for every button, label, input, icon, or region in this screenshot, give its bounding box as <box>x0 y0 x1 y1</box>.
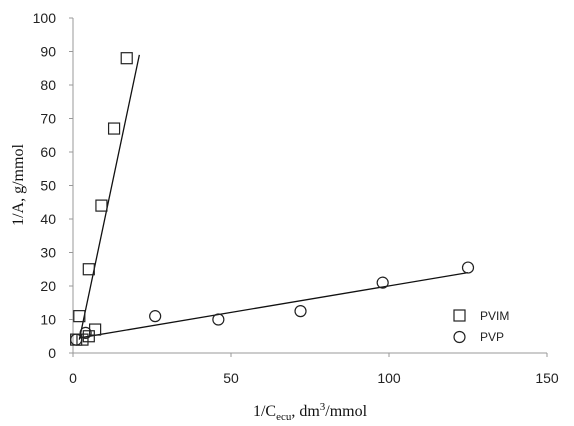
x-tick-label: 100 <box>377 370 401 386</box>
y-tick-label: 10 <box>40 312 56 328</box>
point-pvim <box>95 199 108 212</box>
y-tick-label: 50 <box>40 178 56 194</box>
fit-line-pvp <box>79 271 469 339</box>
point-pvim <box>82 330 95 343</box>
y-tick-label: 60 <box>40 144 56 160</box>
point-pvp <box>461 261 475 274</box>
x-tick-label: 0 <box>69 370 77 386</box>
fit-line-pvim <box>78 54 140 340</box>
x-axis-title-middle: , dm <box>291 403 320 420</box>
point-pvp <box>79 326 92 339</box>
legend: PVIM PVP <box>453 309 509 344</box>
x-axis-title: 1/Cecu, dm3/mmol <box>253 401 368 423</box>
legend-label-pvp: PVP <box>480 330 504 344</box>
x-tick-label: 150 <box>535 370 559 386</box>
y-tick-label: 30 <box>40 245 56 261</box>
point-pvim <box>82 263 95 276</box>
x-axis-title-subscript: ecu <box>276 411 292 423</box>
x-tick-label: 50 <box>223 370 239 386</box>
data-points <box>70 52 475 346</box>
point-pvp <box>376 276 389 289</box>
fit-lines <box>78 54 469 340</box>
y-tick-label: 70 <box>40 111 56 127</box>
y-tick-label: 90 <box>40 44 56 60</box>
x-axis-title-tail: /mmol <box>325 403 367 420</box>
x-axis-title-superscript: 3 <box>320 401 326 413</box>
y-tick-labels: 0 10 20 30 40 50 60 70 80 90 100 <box>33 10 73 361</box>
legend-marker-pvp <box>453 330 466 344</box>
point-pvim <box>76 333 89 346</box>
point-pvp <box>149 310 162 323</box>
y-tick-label: 100 <box>33 10 57 26</box>
y-tick-label: 20 <box>40 278 56 294</box>
y-tick-label: 80 <box>40 77 56 93</box>
legend-marker-pvim <box>453 309 466 322</box>
point-pvp <box>70 333 83 346</box>
legend-label-pvim: PVIM <box>480 309 509 323</box>
y-axis-title: 1/A, g/mmol <box>10 144 27 226</box>
x-axis-title-prefix: 1/C <box>253 403 276 420</box>
point-pvim <box>73 310 86 323</box>
point-pvim <box>107 122 121 135</box>
point-pvim <box>120 52 133 65</box>
point-pvp <box>294 305 307 318</box>
x-tick-labels: 0 50 100 150 <box>69 353 559 386</box>
y-tick-label: 40 <box>40 211 56 227</box>
point-pvp <box>212 313 225 326</box>
y-tick-label: 0 <box>48 345 56 361</box>
